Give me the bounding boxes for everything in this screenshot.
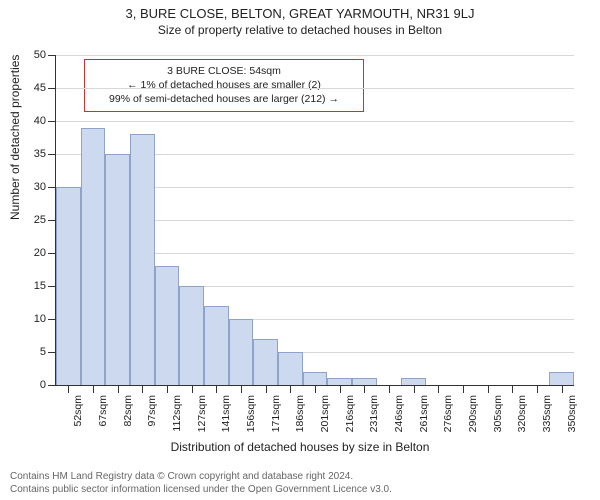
y-tick-label: 10: [34, 313, 56, 325]
footer-attribution: Contains HM Land Registry data © Crown c…: [10, 470, 392, 496]
y-axis-label: Number of detached properties: [8, 55, 22, 220]
x-tick-label: 186sqm: [294, 385, 306, 432]
x-tick: [290, 385, 291, 393]
footer-line-2: Contains public sector information licen…: [10, 483, 392, 496]
x-tick: [93, 385, 94, 393]
x-tick: [414, 385, 415, 393]
x-tick-label: 201sqm: [319, 385, 331, 432]
x-tick-label: 246sqm: [393, 385, 405, 432]
plot-area: 3 BURE CLOSE: 54sqm ← 1% of detached hou…: [55, 55, 574, 386]
x-tick-label: 290sqm: [467, 385, 479, 432]
bar: [155, 266, 180, 385]
x-tick: [389, 385, 390, 393]
x-tick: [266, 385, 267, 393]
x-tick: [537, 385, 538, 393]
y-tick-label: 35: [34, 148, 56, 160]
x-tick-label: 156sqm: [245, 385, 257, 432]
x-tick-label: 216sqm: [344, 385, 356, 432]
y-tick-label: 50: [34, 49, 56, 61]
x-axis-label: Distribution of detached houses by size …: [0, 440, 600, 454]
annotation-line-3: 99% of semi-detached houses are larger (…: [93, 92, 355, 106]
x-tick: [488, 385, 489, 393]
x-tick-label: 67sqm: [97, 385, 109, 427]
y-tick-label: 15: [34, 280, 56, 292]
y-tick-label: 20: [34, 247, 56, 259]
y-tick-label: 45: [34, 82, 56, 94]
grid-line: [56, 121, 574, 122]
x-tick: [562, 385, 563, 393]
y-tick-label: 0: [40, 379, 56, 391]
x-tick: [167, 385, 168, 393]
chart-subtitle: Size of property relative to detached ho…: [0, 21, 600, 37]
y-tick-label: 40: [34, 115, 56, 127]
footer-line-1: Contains HM Land Registry data © Crown c…: [10, 470, 392, 483]
bar: [130, 134, 155, 385]
x-tick: [315, 385, 316, 393]
x-tick-label: 127sqm: [196, 385, 208, 432]
x-tick-label: 97sqm: [146, 385, 158, 427]
x-tick-label: 276sqm: [442, 385, 454, 432]
x-tick: [463, 385, 464, 393]
x-tick: [68, 385, 69, 393]
x-tick-label: 305sqm: [492, 385, 504, 432]
y-tick-label: 5: [40, 346, 56, 358]
bar: [229, 319, 254, 385]
annotation-box: 3 BURE CLOSE: 54sqm ← 1% of detached hou…: [84, 59, 364, 112]
annotation-line-2: ← 1% of detached houses are smaller (2): [93, 78, 355, 92]
bar: [549, 372, 574, 385]
grid-line: [56, 55, 574, 56]
x-tick-label: 171sqm: [270, 385, 282, 432]
x-tick-label: 320sqm: [516, 385, 528, 432]
x-tick: [512, 385, 513, 393]
x-tick: [192, 385, 193, 393]
x-tick-label: 112sqm: [171, 385, 183, 432]
x-tick-label: 82sqm: [122, 385, 134, 427]
bar: [401, 378, 426, 385]
bar: [352, 378, 377, 385]
bar: [253, 339, 278, 385]
x-tick: [438, 385, 439, 393]
bar: [204, 306, 229, 385]
bar: [327, 378, 352, 385]
bar: [179, 286, 204, 385]
chart-container: 3, BURE CLOSE, BELTON, GREAT YARMOUTH, N…: [0, 0, 600, 500]
bar: [56, 187, 81, 385]
annotation-line-1: 3 BURE CLOSE: 54sqm: [93, 64, 355, 78]
bar: [303, 372, 328, 385]
x-tick-label: 141sqm: [220, 385, 232, 432]
x-tick: [340, 385, 341, 393]
x-tick: [241, 385, 242, 393]
x-tick-label: 52sqm: [72, 385, 84, 427]
x-tick: [118, 385, 119, 393]
y-tick-label: 30: [34, 181, 56, 193]
x-tick-label: 231sqm: [368, 385, 380, 432]
x-tick-label: 261sqm: [418, 385, 430, 432]
bar: [278, 352, 303, 385]
x-tick: [142, 385, 143, 393]
bar: [81, 128, 106, 385]
x-tick-label: 350sqm: [566, 385, 578, 432]
bar: [105, 154, 130, 385]
x-tick: [364, 385, 365, 393]
x-tick: [216, 385, 217, 393]
y-tick-label: 25: [34, 214, 56, 226]
chart-title: 3, BURE CLOSE, BELTON, GREAT YARMOUTH, N…: [0, 0, 600, 21]
x-tick-label: 335sqm: [541, 385, 553, 432]
grid-line: [56, 88, 574, 89]
